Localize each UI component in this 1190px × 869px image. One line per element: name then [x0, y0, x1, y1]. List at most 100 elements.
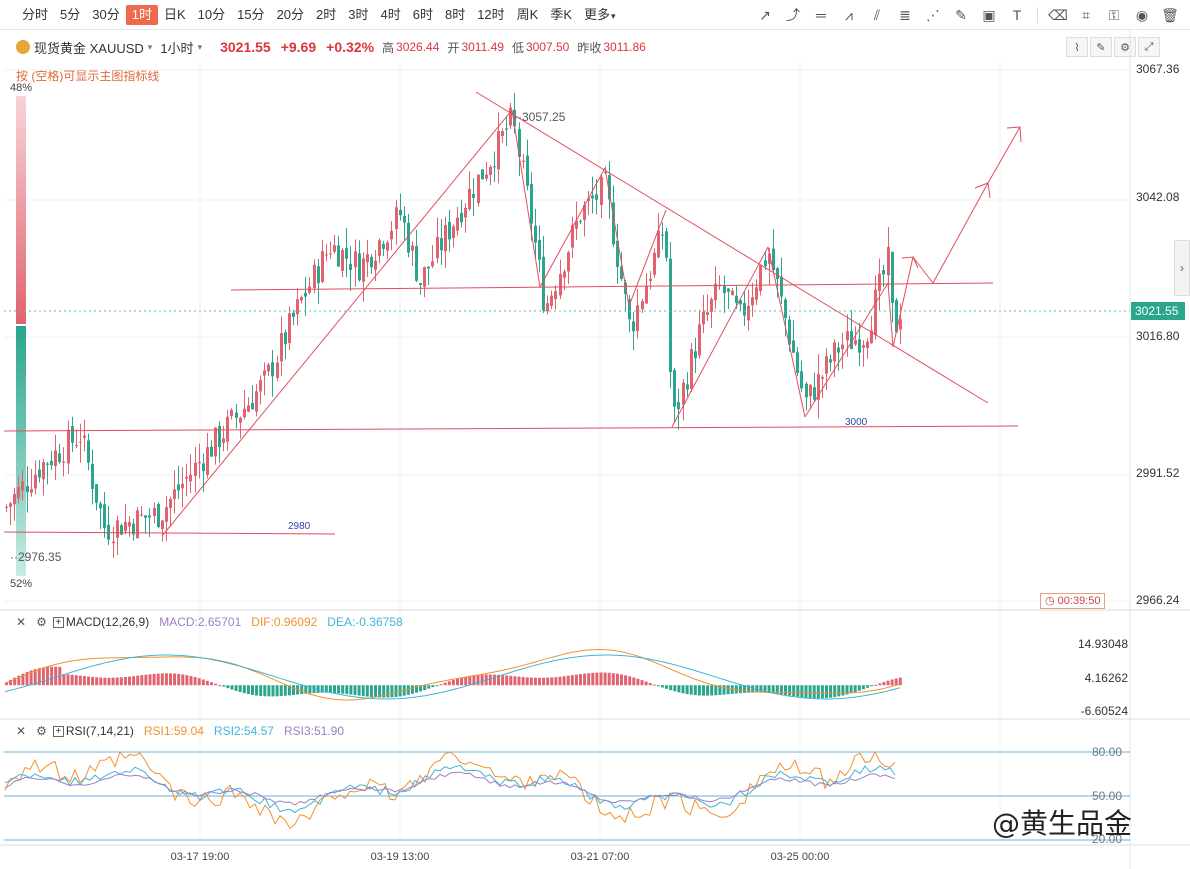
timeframe-15[interactable]: 季K	[550, 6, 573, 22]
candle-body-188	[776, 268, 779, 280]
gear-icon[interactable]: ⚙	[36, 724, 47, 738]
macd-bar-105	[435, 685, 439, 687]
last-price-tag: 3021.55	[1135, 304, 1179, 318]
candle-body-100	[415, 245, 418, 281]
macd-bar-49	[205, 680, 209, 686]
candle-body-205	[846, 331, 849, 341]
macd-bar-148	[611, 673, 615, 686]
gear-icon[interactable]: ⚙	[36, 615, 47, 629]
macd-bar-122	[505, 675, 509, 686]
ray-icon[interactable]: ⤴	[786, 7, 800, 23]
candle-body-7	[34, 474, 37, 489]
timeframe-8[interactable]: 2时	[316, 6, 337, 22]
timeframe-3[interactable]: 1时	[125, 4, 158, 25]
candle-body-121	[501, 131, 504, 137]
candle-body-67	[280, 333, 283, 362]
resistance-line	[230, 282, 994, 291]
expand-icon[interactable]: +	[52, 725, 64, 737]
horizontal-line-icon[interactable]: ═	[816, 7, 826, 23]
candle-body-143	[591, 195, 594, 199]
macd-bar-16	[70, 674, 74, 686]
trend-line-icon[interactable]: ↗	[759, 6, 771, 23]
timeframe-13[interactable]: 12时	[477, 6, 505, 22]
symbol-name[interactable]: 现货黄金 XAUUSD	[34, 40, 144, 56]
period-selector[interactable]: 1小时	[160, 40, 194, 56]
eraser-icon[interactable]: ⌫	[1048, 6, 1068, 23]
timeframe-4[interactable]: 日K	[163, 6, 186, 22]
trash-icon[interactable]: 🗑	[1161, 6, 1179, 23]
macd-bar-36	[152, 673, 156, 686]
macd-bar-120	[497, 674, 500, 686]
macd-bar-156	[644, 681, 648, 686]
timeframe-2[interactable]: 30分	[92, 6, 120, 22]
candle-body-54	[226, 416, 229, 442]
rsi1-value: RSI1:59.04	[143, 724, 204, 738]
price-change-pct: +0.32%	[326, 39, 375, 55]
parallel-channel-icon[interactable]: ⫽	[873, 6, 881, 23]
candle-body-46	[194, 462, 197, 476]
timeframe-9[interactable]: 3时	[348, 6, 369, 22]
high-label: 高	[382, 40, 395, 55]
timeframe-0[interactable]: 分时	[22, 6, 49, 22]
timeframe-1[interactable]: 5分	[60, 6, 81, 22]
timeframe-16[interactable]: 更多	[578, 5, 622, 25]
fullscreen-icon[interactable]: ⤢	[1138, 37, 1160, 57]
screenshot-icon[interactable]: ⌗	[1082, 6, 1090, 23]
timeframe-7[interactable]: 20分	[276, 6, 305, 22]
proj-4	[987, 126, 1021, 184]
candle-body-148	[612, 202, 615, 245]
low-value: 3007.50	[525, 40, 570, 54]
chart-type-icon[interactable]: ⌇	[1066, 37, 1088, 57]
candle-body-99	[411, 245, 414, 251]
close-icon[interactable]: ✕	[16, 615, 27, 629]
candle-body-107	[444, 224, 447, 252]
macd-bar-87	[361, 685, 365, 697]
timeframe-6[interactable]: 15分	[237, 6, 265, 22]
polyline-icon[interactable]: ⩘	[845, 6, 853, 23]
candle-body-147	[608, 175, 611, 200]
macd-bar-174	[718, 685, 722, 695]
candle-body-38	[161, 520, 164, 530]
candle-body-130	[538, 240, 541, 260]
chevron-down-icon[interactable]: ▾	[147, 41, 153, 52]
fibonacci-icon[interactable]: ≣	[899, 6, 911, 23]
candle-body-210	[866, 341, 869, 349]
chevron-down-icon[interactable]: ▾	[197, 41, 203, 52]
timeframe-5[interactable]: 10分	[197, 6, 226, 22]
eye-icon[interactable]: ◉	[1135, 6, 1149, 23]
candle-body-12	[54, 450, 57, 467]
timeframe-12[interactable]: 8时	[444, 6, 466, 22]
macd-bar-131	[542, 677, 546, 686]
macd-bar-116	[480, 674, 484, 686]
edit-icon[interactable]: ✎	[1090, 37, 1112, 57]
macd-bar-24	[103, 677, 107, 686]
macd-bar-29	[123, 676, 127, 686]
macd-bar-191	[788, 685, 792, 696]
candle-body-135	[559, 274, 562, 296]
timeframe-14[interactable]: 周K	[516, 6, 539, 22]
candle-body-83	[345, 248, 348, 259]
macd-bar-164	[677, 685, 681, 693]
macd-bar-60	[251, 685, 254, 695]
macd-bar-114	[472, 675, 476, 686]
open-value: 3011.49	[461, 40, 504, 54]
candle-body-75	[313, 264, 316, 289]
macd-bar-99	[410, 685, 414, 694]
lock-icon[interactable]: ⚿	[1108, 6, 1120, 23]
macd-bar-172	[710, 685, 714, 696]
picture-icon[interactable]: ▣	[982, 6, 996, 23]
macd-bar-207	[853, 685, 857, 693]
gann-fan-icon[interactable]: ⋰	[926, 6, 940, 23]
macd-bar-104	[431, 685, 435, 688]
expand-icon[interactable]: +	[52, 616, 64, 628]
candle-body-58	[243, 408, 246, 418]
text-tool-icon[interactable]: T	[1012, 7, 1022, 23]
timeframe-11[interactable]: 6时	[412, 6, 433, 22]
candle-body-101	[419, 283, 422, 285]
timeframe-10[interactable]: 4时	[380, 6, 401, 22]
close-icon[interactable]: ✕	[16, 724, 27, 738]
candle-body-164	[677, 402, 680, 410]
brush-icon[interactable]: ✎	[955, 6, 967, 23]
chevron-right-icon[interactable]: ›	[1174, 240, 1190, 296]
